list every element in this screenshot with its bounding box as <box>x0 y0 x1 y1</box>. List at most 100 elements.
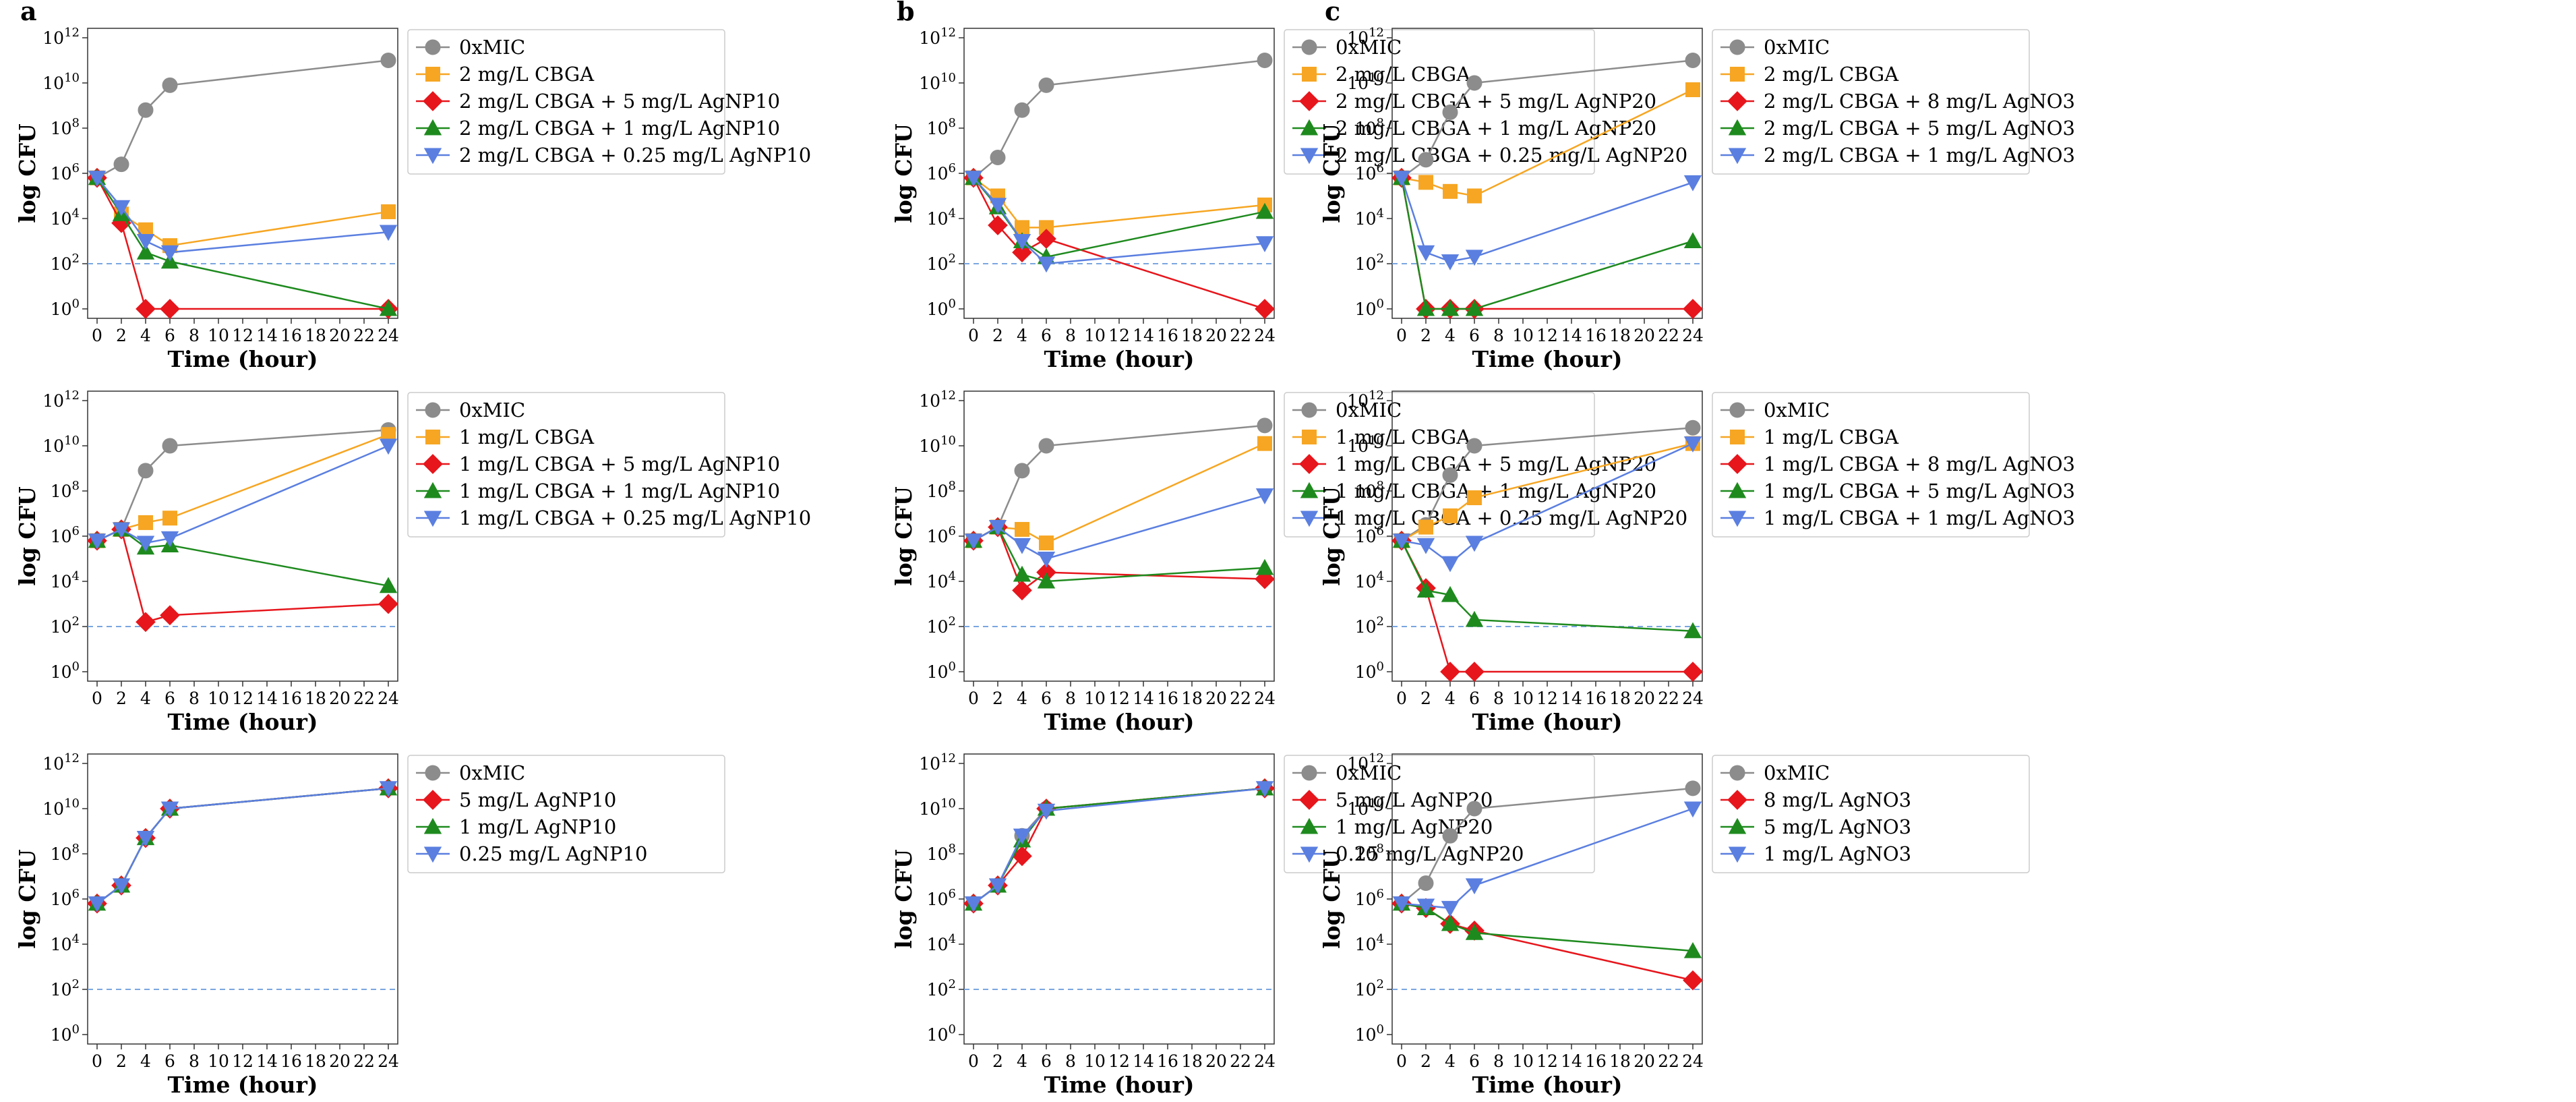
y-tick-label: 100 <box>927 1022 956 1045</box>
y-tick-base: 10 <box>927 844 949 864</box>
x-tick-label: 20 <box>1205 326 1227 345</box>
y-tick-label: 104 <box>1355 932 1384 954</box>
data-point <box>1039 220 1054 235</box>
y-tick-base: 10 <box>42 74 64 93</box>
legend-label: 2 mg/L CBGA <box>459 63 595 86</box>
x-tick-label: 10 <box>208 689 229 708</box>
legend-label: 1 mg/L AgNP10 <box>459 815 616 838</box>
x-tick-label: 2 <box>992 326 1003 345</box>
data-point <box>136 535 155 552</box>
y-tick-label: 104 <box>1355 569 1384 591</box>
series-3 <box>964 169 1274 264</box>
y-tick-exponent: 2 <box>1377 977 1384 991</box>
x-tick-label: 10 <box>1512 689 1534 708</box>
y-tick-base: 10 <box>927 209 949 229</box>
y-tick-base: 10 <box>51 482 72 501</box>
series-2 <box>87 167 398 319</box>
y-tick-label: 1012 <box>1347 26 1384 48</box>
x-tick-label: 24 <box>1682 1051 1704 1071</box>
legend-marker <box>1300 511 1319 527</box>
y-tick-base: 10 <box>1355 299 1377 319</box>
y-tick-exponent: 6 <box>1377 887 1384 901</box>
x-tick-label: 2 <box>116 1051 127 1071</box>
y-tick-base: 10 <box>919 436 940 456</box>
data-point <box>1441 915 1460 931</box>
y-tick-exponent: 8 <box>72 842 80 856</box>
x-tick-label: 14 <box>1133 1051 1154 1071</box>
legend-marker <box>423 482 442 498</box>
x-tick-label: 0 <box>968 1051 979 1071</box>
y-tick-label: 100 <box>51 1022 80 1045</box>
y-axis-label: log CFU <box>1319 849 1345 949</box>
legend-marker <box>1730 430 1745 444</box>
legend-marker <box>425 430 440 444</box>
series-1 <box>90 170 396 254</box>
y-tick-exponent: 2 <box>72 614 80 629</box>
data-point <box>1416 299 1435 316</box>
y-tick-base: 10 <box>919 28 940 48</box>
y-tick-base: 10 <box>1347 391 1369 411</box>
legend-label: 0xMIC <box>1764 36 1830 59</box>
legend-marker <box>423 817 442 834</box>
y-tick-label: 1010 <box>1347 434 1384 456</box>
legend-frame <box>407 755 725 873</box>
y-tick-exponent: 8 <box>72 116 80 130</box>
x-tick-label: 4 <box>1445 689 1456 708</box>
x-tick-label: 10 <box>208 1051 229 1071</box>
data-point <box>1257 436 1272 451</box>
data-point <box>136 233 155 250</box>
x-tick-label: 16 <box>280 1051 302 1071</box>
y-tick-exponent: 2 <box>72 252 80 266</box>
y-tick-exponent: 6 <box>72 887 80 901</box>
y-tick-base: 10 <box>1355 527 1377 546</box>
data-point <box>1466 75 1482 91</box>
x-tick-label: 20 <box>1205 1051 1227 1071</box>
data-point <box>1685 53 1701 68</box>
y-tick-exponent: 4 <box>72 206 80 221</box>
legend-frame <box>1284 29 1595 175</box>
y-axis-label: log CFU <box>891 123 917 223</box>
legend-frame <box>1284 755 1595 873</box>
data-point <box>160 299 180 319</box>
x-tick-label: 6 <box>1041 1051 1052 1071</box>
x-tick-label: 12 <box>232 326 253 345</box>
data-point <box>380 53 396 68</box>
y-tick-exponent: 12 <box>64 388 80 403</box>
data-point <box>1012 242 1032 263</box>
series-line <box>973 59 1265 179</box>
y-tick-label: 108 <box>51 116 80 138</box>
x-tick-label: 24 <box>1254 1051 1276 1071</box>
y-tick-exponent: 12 <box>1369 751 1384 765</box>
x-axis-label: Time (hour) <box>167 709 318 735</box>
y-tick-exponent: 8 <box>949 479 956 493</box>
y-tick-base: 10 <box>927 935 949 954</box>
x-tick-label: 18 <box>1609 326 1631 345</box>
x-tick-label: 8 <box>1493 689 1504 708</box>
data-point <box>1015 521 1029 537</box>
y-tick-base: 10 <box>51 299 72 319</box>
x-tick-label: 4 <box>1017 689 1027 708</box>
x-tick-label: 24 <box>1254 326 1276 345</box>
y-tick-label: 100 <box>51 297 80 319</box>
data-point <box>1418 175 1433 190</box>
x-tick-label: 0 <box>92 689 102 708</box>
series-3 <box>88 781 398 912</box>
x-tick-label: 12 <box>1536 689 1558 708</box>
chart-c-row2: 0 2 4 6 8 10 12 14 16 18 20 22 241001021041061081010… <box>1319 388 2075 735</box>
y-tick-base: 10 <box>42 754 64 774</box>
series-0 <box>89 780 396 912</box>
y-tick-label: 102 <box>927 614 956 637</box>
legend-marker <box>1728 511 1747 527</box>
data-point <box>1685 82 1700 98</box>
legend-frame <box>1712 755 2030 873</box>
y-tick-base: 10 <box>927 119 949 138</box>
legend-marker <box>1300 119 1319 136</box>
y-tick-exponent: 12 <box>64 26 80 40</box>
y-tick-label: 104 <box>51 932 80 954</box>
data-point <box>1038 438 1054 454</box>
data-point <box>379 438 398 455</box>
chart-c-row1: 0 2 4 6 8 10 12 14 16 18 20 22 241001021041061081010… <box>1319 0 2075 372</box>
legend-frame <box>407 29 725 175</box>
y-tick-exponent: 0 <box>949 297 956 311</box>
legend-marker <box>1299 454 1319 474</box>
